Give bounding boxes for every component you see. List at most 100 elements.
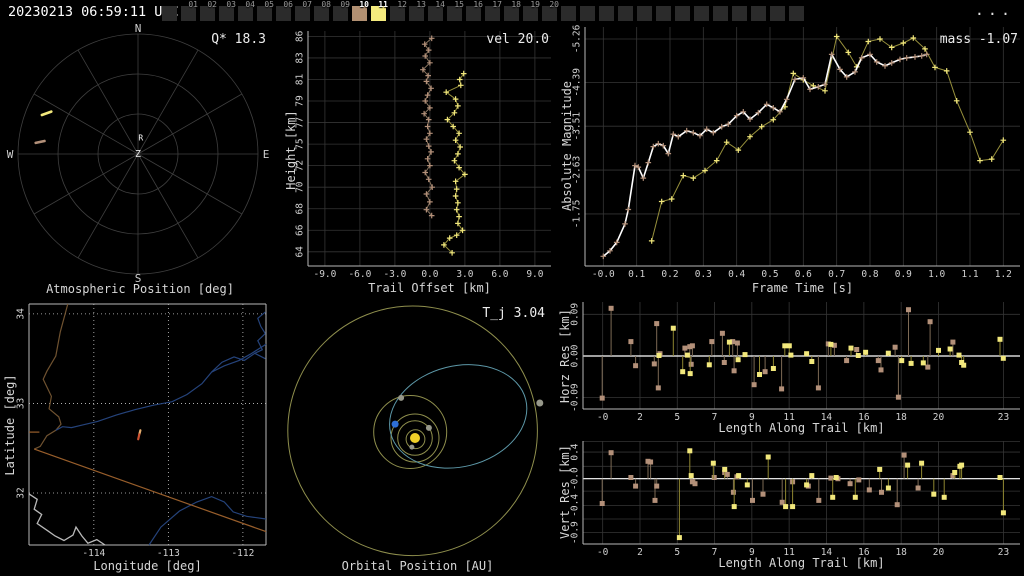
frame-indicator[interactable] xyxy=(675,6,690,21)
ground-map-plot: -114 -113 -112 32 33 34 xyxy=(16,303,267,559)
station-1-marker xyxy=(730,339,736,345)
frame-indicator-15[interactable]: 15 xyxy=(447,0,464,21)
y-tick-label: 83 xyxy=(295,52,306,63)
frame-number: 07 xyxy=(302,0,312,9)
x-tick-label: 11 xyxy=(783,547,795,558)
frame-indicator-04[interactable]: 04 xyxy=(238,0,255,21)
station-2-marker xyxy=(809,473,815,479)
station-2-marker xyxy=(885,350,891,356)
x-tick-label: -9.0 xyxy=(313,269,336,280)
frame-indicator-05[interactable]: 05 xyxy=(257,0,274,21)
station-2-marker xyxy=(770,366,776,371)
station-2-marker xyxy=(687,448,693,454)
station-2-marker xyxy=(877,466,883,472)
y-tick-label: 79 xyxy=(295,95,306,107)
frame-indicator-02[interactable]: 02 xyxy=(200,0,217,21)
frame-indicator[interactable] xyxy=(561,6,576,21)
station-2-line xyxy=(443,73,466,254)
station-2-marker xyxy=(809,359,815,364)
frame-indicator[interactable] xyxy=(162,6,177,21)
y-tick-label: -2.63 xyxy=(572,156,583,185)
station-1-marker xyxy=(734,340,740,346)
frame-indicator[interactable] xyxy=(770,6,785,21)
x-tick-label: 0.3 xyxy=(695,269,712,280)
y-tick-label: 0.00 xyxy=(570,344,581,367)
frame-indicator-19[interactable]: 19 xyxy=(523,0,540,21)
compass-west-label: W xyxy=(7,148,14,161)
frame-indicator-17[interactable]: 17 xyxy=(485,0,502,21)
mercury-marker xyxy=(409,444,415,450)
frame-indicator-10[interactable]: 10 xyxy=(352,0,369,21)
station-2-marker xyxy=(680,369,686,375)
station-2-marker xyxy=(765,454,771,460)
station-2-markers xyxy=(441,70,468,256)
x-tick-label: 0.8 xyxy=(861,269,878,280)
station-1-marker xyxy=(654,483,660,489)
station-2-marker xyxy=(899,358,905,364)
frame-indicator[interactable] xyxy=(694,6,709,21)
frame-indicator[interactable] xyxy=(732,6,747,21)
trail-offset-xlabel: Trail Offset [km] xyxy=(368,281,491,295)
frame-indicator-12[interactable]: 12 xyxy=(390,0,407,21)
station-1-marker xyxy=(831,342,837,348)
x-tick-label: 0.7 xyxy=(828,269,845,280)
azimuth-spoke xyxy=(137,49,199,155)
x-tick-label: 18 xyxy=(895,547,907,558)
station-2-marker xyxy=(961,362,967,368)
station-2-marker xyxy=(959,462,965,468)
frame-indicator-16[interactable]: 16 xyxy=(466,0,483,21)
jupiter-orbit xyxy=(287,305,538,557)
frame-indicator[interactable] xyxy=(637,6,652,21)
frame-indicator-08[interactable]: 08 xyxy=(314,0,331,21)
frame-number: 09 xyxy=(340,0,350,9)
light-curve-panel: -0.0 0.1 0.2 0.3 0.4 0.5 0.6 0.7 0.8 0.9 1.0 1.1 1.2… xyxy=(555,24,1024,299)
station-2-marker xyxy=(959,360,965,365)
frame-indicator[interactable] xyxy=(580,6,595,21)
sonoyta-river xyxy=(148,495,267,546)
trail-offset-panel: -9.0 -6.0 -3.0 0.0 3.0 6.0 9.0 64 66 68 70 72 75 77 79… xyxy=(280,24,555,299)
station-2-marker xyxy=(676,535,682,541)
frame-indicator[interactable] xyxy=(789,6,804,21)
station-1-markers xyxy=(420,35,435,219)
x-tick-label: -114 xyxy=(82,548,105,559)
vert-res-ylabel: Vert Res [km] xyxy=(558,445,572,539)
frame-indicator-20[interactable]: 20 xyxy=(542,0,559,21)
station-2-marker xyxy=(736,473,742,479)
earth-marker xyxy=(391,420,399,428)
frame-indicator[interactable] xyxy=(599,6,614,21)
station-2-marker xyxy=(947,346,953,352)
x-tick-label: 7 xyxy=(712,547,718,558)
station-2-marker xyxy=(744,482,750,488)
frame-number: 16 xyxy=(473,0,483,9)
compass-east-label: E xyxy=(263,148,270,161)
frame-indicator[interactable] xyxy=(618,6,633,21)
station-2-marker xyxy=(656,353,662,358)
jupiter-marker xyxy=(536,399,544,407)
frame-indicator-09[interactable]: 09 xyxy=(333,0,350,21)
frame-indicator-01[interactable]: 01 xyxy=(181,0,198,21)
frame-indicator-03[interactable]: 03 xyxy=(219,0,236,21)
frame-indicator[interactable] xyxy=(656,6,671,21)
station-2-marker xyxy=(848,345,854,351)
station-1-marker xyxy=(655,385,661,391)
frame-number: 02 xyxy=(207,0,217,9)
y-tick-label: 33 xyxy=(16,398,27,409)
frame-indicator[interactable] xyxy=(713,6,728,21)
overflow-menu-icon[interactable]: ... xyxy=(974,1,1014,19)
frame-indicator-06[interactable]: 06 xyxy=(276,0,293,21)
frame-indicator-13[interactable]: 13 xyxy=(409,0,426,21)
frame-selector[interactable]: 01 02 03 04 05 06 07 08 09 10 11 12 13 14 15 16 17 18 19 20 xyxy=(162,0,808,21)
y-tick-label: -0.09 xyxy=(570,383,581,412)
frame-indicator-14[interactable]: 14 xyxy=(428,0,445,21)
y-tick-label: -3.51 xyxy=(572,112,583,141)
atmospheric-xlabel: Atmospheric Position [deg] xyxy=(46,282,234,296)
station-2-marker xyxy=(1000,510,1006,516)
station-2-marker xyxy=(804,351,810,357)
station-1-line xyxy=(422,37,433,216)
station-2-marker xyxy=(936,347,941,353)
frame-indicator[interactable] xyxy=(751,6,766,21)
frame-indicator-11[interactable]: 11 xyxy=(371,0,388,21)
mars-marker xyxy=(398,394,405,401)
frame-indicator-07[interactable]: 07 xyxy=(295,0,312,21)
frame-indicator-18[interactable]: 18 xyxy=(504,0,521,21)
